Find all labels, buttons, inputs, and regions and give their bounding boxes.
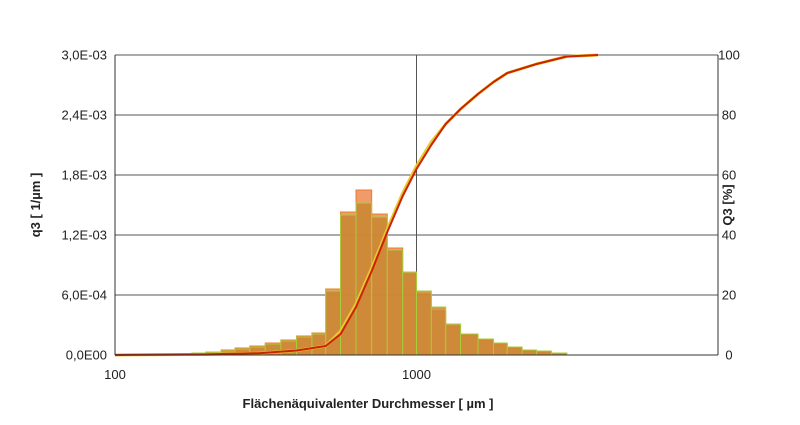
histogram-bar [340,214,357,356]
histogram-bar [296,336,313,356]
y-axis-label-left: q3 [ 1/µm ] [28,173,43,238]
cumulative-curves [114,53,599,357]
histogram-bar [506,346,523,356]
histogram-bar [355,202,373,356]
histogram-bar [477,338,494,356]
y-tick-label-left: 6,0E-04 [61,288,107,303]
histogram-bar [402,271,417,356]
y-tick-label-left: 3,0E-03 [61,48,107,63]
y-tick-label-right: 0 [725,348,732,363]
histogram-bar [460,333,479,356]
y-tick-label-left: 1,8E-03 [61,168,107,183]
histogram-bar [386,249,404,356]
y-tick-label-right: 60 [722,168,736,183]
histogram-bar [311,333,327,356]
x-axis-ticks: 100 1000 [104,367,431,382]
right-axis-ticks: 0 20 40 60 80 100 [718,48,740,363]
histogram-bar [521,349,537,356]
histogram-series-2 [176,202,568,356]
histogram-bar [535,350,552,356]
cumulative-curve [114,54,599,356]
x-axis-label: Flächenäquivalenter Durchmesser [ µm ] [243,396,494,411]
y-axis-label-right: Q3 [%] [720,184,735,225]
y-tick-label-right: 80 [722,108,736,123]
left-axis-ticks: 0,0E00 6,0E-04 1,2E-03 1,8E-03 2,4E-03 3,0E-0… [61,48,107,363]
histogram-bar [445,323,462,356]
y-tick-label-left: 1,2E-03 [61,228,107,243]
axis-frame [114,55,719,356]
y-tick-label-right: 20 [722,288,736,303]
x-tick-label: 1000 [402,367,431,382]
histogram-bar [492,342,508,356]
y-tick-label-right: 40 [722,228,736,243]
y-tick-label-left: 2,4E-03 [61,108,107,123]
x-tick-label: 100 [104,367,126,382]
histogram-bar [416,290,432,356]
y-tick-label-right: 100 [718,48,740,63]
histogram-bar [430,306,447,356]
y-tick-label-left: 0,0E00 [66,348,107,363]
